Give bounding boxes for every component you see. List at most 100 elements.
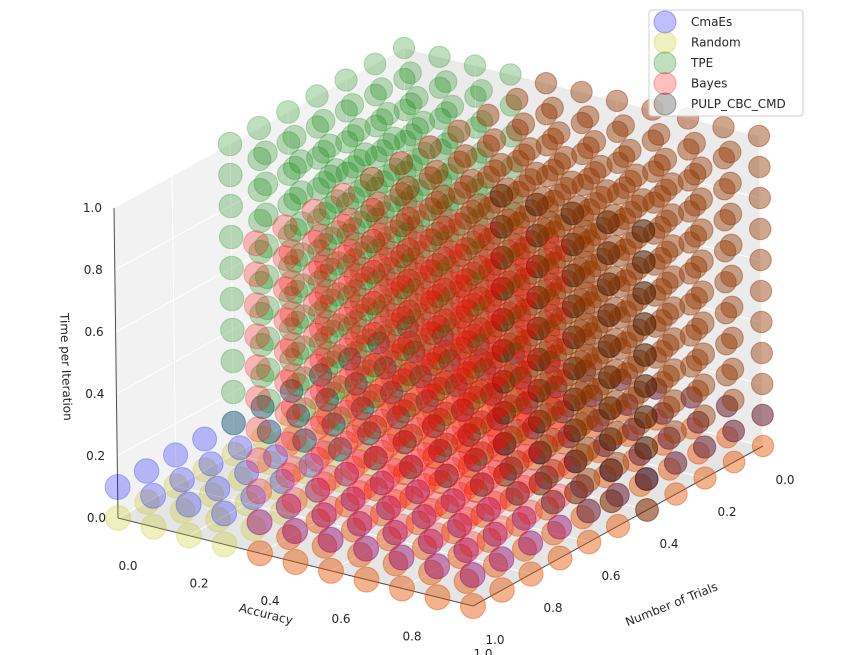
scatter-point [510,443,536,469]
scatter-point [573,328,596,352]
scatter-point [279,301,306,327]
scatter-point [554,176,578,201]
scatter-point [437,318,461,342]
scatter-point [693,466,717,490]
scatter-point [691,342,716,366]
scatter-point [685,348,709,372]
grid-line [330,410,622,572]
scatter-point [599,458,623,483]
scatter-point [718,140,742,164]
scatter-point [540,458,566,484]
scatter-point [608,306,631,329]
scatter-point [654,209,678,233]
scatter-point [480,413,504,437]
scatter-point [589,185,614,210]
scatter-point [583,192,607,216]
scatter-point [450,398,475,422]
scatter-point [418,559,444,586]
scatter-point [382,519,408,546]
scatter-point [622,448,646,472]
scatter-point [458,469,485,495]
scatter-point [612,145,636,169]
scatter-point [509,366,532,390]
scatter-point [425,252,450,278]
scatter-point [578,229,601,253]
scatter-point [255,295,280,321]
scatter-point [402,340,426,364]
legend-marker [653,72,677,95]
scatter-point [326,313,351,338]
scatter-point [362,383,388,409]
scatter-point [562,387,587,412]
scatter-point [510,381,535,407]
scatter-point [535,103,558,126]
scatter-point [470,503,495,528]
scatter-point [447,119,471,143]
scatter-point [556,362,580,387]
scatter-point [414,327,438,352]
scatter-point [548,183,572,207]
scatter-point [592,433,617,458]
scatter-point [365,207,389,231]
scatter-point [327,375,352,400]
scatter-point [347,542,373,568]
scatter-point [485,314,509,338]
scatter-point [455,268,480,292]
y-tick-label: 0.8 [543,601,562,615]
scatter-point [421,414,446,439]
scatter-point [277,224,302,248]
scatter-point [642,191,665,214]
scatter-point [438,302,464,328]
scatter-point [336,254,360,278]
scatter-point [605,513,631,539]
scatter-point [503,326,528,351]
scatter-point [417,466,443,493]
scatter-point [514,298,538,322]
scatter-point [352,504,379,531]
scatter-point [607,244,631,268]
scatter-point [632,281,657,305]
scatter-point [620,293,644,317]
scatter-point [284,310,309,335]
scatter-point [579,353,603,377]
scatter-point [505,87,529,111]
scatter-point [627,349,651,373]
scatter-point [364,83,387,107]
scatter-point [626,287,650,311]
scatter-point [456,330,480,354]
scatter-point [580,415,604,439]
scatter-point [518,168,543,192]
scatter-point [547,152,572,176]
scatter-point [566,226,592,251]
legend-frame [648,9,804,117]
scatter-point [445,388,471,414]
scatter-point [468,379,494,404]
scatter-point [415,311,441,338]
scatter-point [309,347,335,373]
scatter-point [480,397,507,423]
scatter-point [276,131,301,155]
scatter-point [602,234,627,260]
scatter-point [716,426,739,449]
scatter-point [369,470,395,496]
scatter-point [508,226,533,252]
scatter-point [678,262,702,285]
scatter-point [641,129,665,152]
scatter-point [219,286,245,312]
scatter-point [519,230,543,254]
grid-line [287,111,293,423]
scatter-point [604,420,629,446]
scatter-point [661,296,686,320]
y-tick-label: 0.6 [601,569,620,583]
scatter-point [631,250,656,274]
scatter-point [690,249,714,273]
scatter-point [395,222,418,246]
scatter-point [544,375,568,399]
scatter-point [282,518,309,544]
scatter-point [379,333,406,360]
scatter-point [457,423,482,447]
scatter-point [544,344,568,368]
scatter-point [320,350,345,375]
scatter-point [509,397,533,421]
